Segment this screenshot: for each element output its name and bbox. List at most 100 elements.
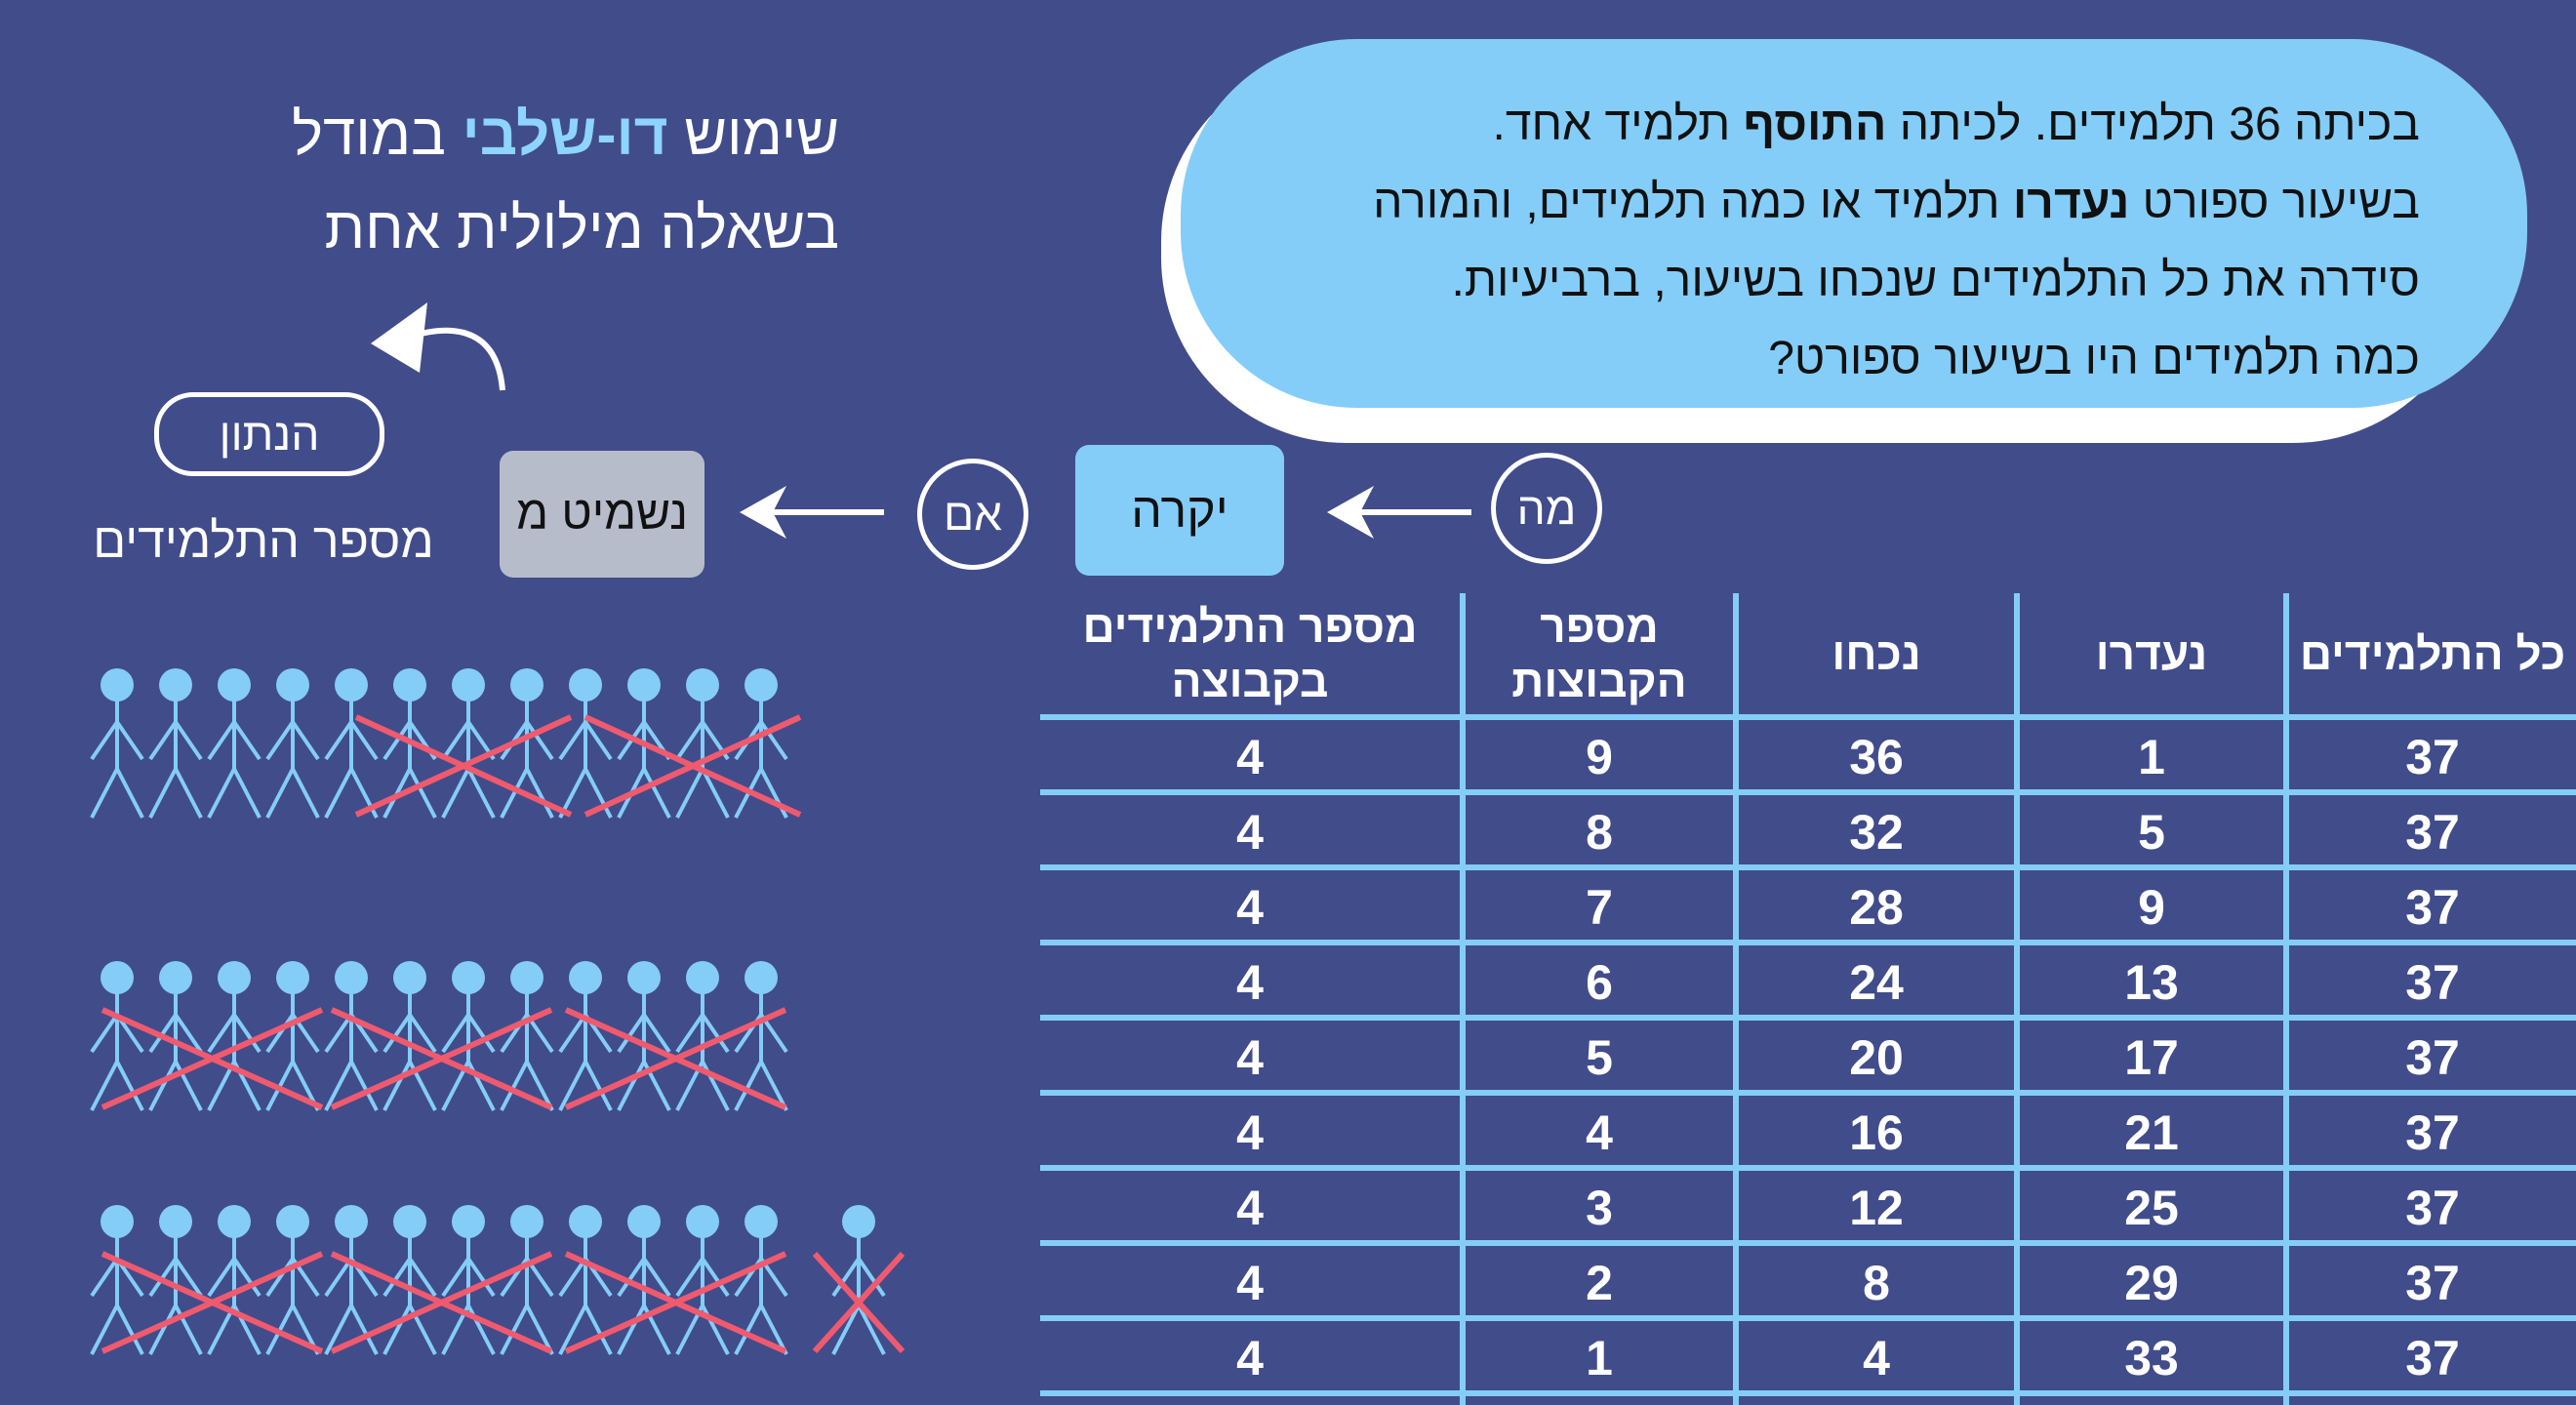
table-cell: 13	[2124, 955, 2179, 1010]
students-row-3	[90, 1205, 906, 1355]
student-figure-icon	[90, 1205, 144, 1355]
table-cell: 37	[2405, 1331, 2460, 1385]
table-cell: 37	[2405, 880, 2460, 935]
table-cell: 4	[1236, 730, 1264, 784]
title-line-1: שימוש דו-שלבי במודל	[292, 101, 839, 167]
row-divider	[1040, 789, 2576, 795]
table-cell: 36	[1849, 730, 1904, 784]
table-cell: 17	[2124, 1030, 2179, 1085]
student-figure-icon	[207, 1205, 262, 1355]
table-cell: 37	[2405, 1181, 2460, 1235]
student-figure-icon	[734, 961, 788, 1111]
student-figure-icon	[734, 1205, 788, 1355]
student-figure-icon	[90, 961, 144, 1111]
student-figure-icon	[148, 668, 203, 819]
table-cell: 21	[2124, 1105, 2179, 1160]
table-cell: 9	[2138, 880, 2165, 935]
arrow-left-icon	[1327, 486, 1471, 539]
table-cell: 4	[1236, 1181, 1264, 1235]
row-divider	[1040, 1015, 2576, 1021]
student-figure-icon	[617, 961, 671, 1111]
table-cell: 3	[1586, 1181, 1613, 1235]
table-cell: 4	[1586, 1105, 1613, 1160]
title-line-2: בשאלה מילולית אחת	[324, 195, 839, 261]
given-text: מספר התלמידים	[93, 513, 434, 568]
column-divider	[2283, 593, 2289, 1405]
cross-out-mark	[354, 714, 573, 818]
student-figure-icon	[148, 1205, 203, 1355]
table-cell: 4	[1236, 1331, 1264, 1385]
cross-out-mark	[330, 1007, 553, 1110]
table-cell: 16	[1849, 1105, 1904, 1160]
cross-out-mark	[564, 1251, 787, 1354]
table-cell: 12	[1849, 1181, 1904, 1235]
page-title: שימוש דו-שלבי במודל בשאלה מילולית אחת	[59, 88, 839, 275]
row-divider	[1040, 1240, 2576, 1246]
row-divider	[1040, 1390, 2576, 1396]
cross-out-mark	[330, 1251, 553, 1354]
column-divider	[1460, 593, 1466, 1405]
table-cell: 24	[1849, 955, 1904, 1010]
table-cell: 29	[2124, 1256, 2179, 1310]
student-figure-icon	[207, 668, 262, 819]
student-figure-icon	[500, 961, 554, 1111]
given-box: הנתון	[154, 392, 384, 476]
row-divider	[1040, 1165, 2576, 1171]
problem-line-4: כמה תלמידים היו בשיעור ספורט?	[1768, 333, 2420, 384]
student-figure-icon	[675, 668, 730, 819]
problem-bubble	[1181, 39, 2527, 408]
header-all-students: כל התלמידים	[2299, 628, 2566, 679]
table-cell: 5	[1586, 1030, 1613, 1085]
table-cell: 37	[2405, 805, 2460, 860]
row-divider	[1040, 714, 2576, 720]
table-cell: 2	[1586, 1256, 1613, 1310]
header-absent: נעדרו	[2095, 628, 2208, 679]
cross-out-mark	[584, 714, 802, 818]
problem-line-1: בכיתה 36 תלמידים. לכיתה התוסף תלמיד אחד.	[1492, 99, 2421, 150]
problem-line-2: בשיעור ספורט נעדרו תלמיד או כמה תלמידים,…	[1373, 177, 2420, 228]
table-cell: 33	[2124, 1331, 2179, 1385]
table-cell: 4	[1236, 1030, 1264, 1085]
student-figure-icon	[324, 668, 379, 819]
table-cell: 5	[2138, 805, 2165, 860]
row-divider	[1040, 864, 2576, 870]
student-figure-icon	[831, 1205, 886, 1355]
problem-text: בכיתה 36 תלמידים. לכיתה התוסף תלמיד אחד.…	[1249, 86, 2420, 398]
student-figure-icon	[558, 668, 613, 819]
table-cell: 37	[2405, 955, 2460, 1010]
table-cell: 37	[2405, 730, 2460, 784]
happens-box: יקרה	[1075, 445, 1284, 576]
table-cell: 1	[1586, 1331, 1613, 1385]
what-circle: מה	[1491, 453, 1602, 564]
row-divider	[1040, 940, 2576, 945]
student-figure-icon	[90, 668, 144, 819]
cross-out-mark	[101, 1251, 324, 1354]
header-students-per-group: מספר התלמידים בקבוצה	[1082, 601, 1418, 706]
table-cell: 25	[2124, 1181, 2179, 1235]
student-figure-icon	[441, 668, 496, 819]
omit-box: נשמיט מ	[500, 451, 704, 578]
header-present: נכחו	[1831, 628, 1921, 679]
cross-out-mark	[564, 1007, 787, 1110]
arrow-left-icon-2	[740, 486, 884, 539]
title-highlight: דו-שלבי	[462, 101, 668, 167]
header-num-groups: מספר הקבוצות	[1511, 601, 1687, 706]
student-figure-icon	[675, 961, 730, 1111]
table-cell: 4	[1236, 955, 1264, 1010]
row-divider	[1040, 1090, 2576, 1096]
table-cell: 8	[1586, 805, 1613, 860]
student-figure-icon	[207, 961, 262, 1111]
table-cell: 4	[1236, 805, 1264, 860]
table-cell: 4	[1236, 1105, 1264, 1160]
curved-arrow-icon	[371, 302, 505, 391]
table-cell: 20	[1849, 1030, 1904, 1085]
student-figure-icon	[265, 961, 320, 1111]
column-divider	[2014, 593, 2020, 1405]
table-cell: 7	[1586, 880, 1613, 935]
column-divider	[1733, 593, 1739, 1405]
table-cell: 1	[2138, 730, 2165, 784]
students-row-2	[90, 961, 788, 1111]
table-cell: 28	[1849, 880, 1904, 935]
table-cell: 8	[1863, 1256, 1890, 1310]
table-cell: 4	[1236, 880, 1264, 935]
